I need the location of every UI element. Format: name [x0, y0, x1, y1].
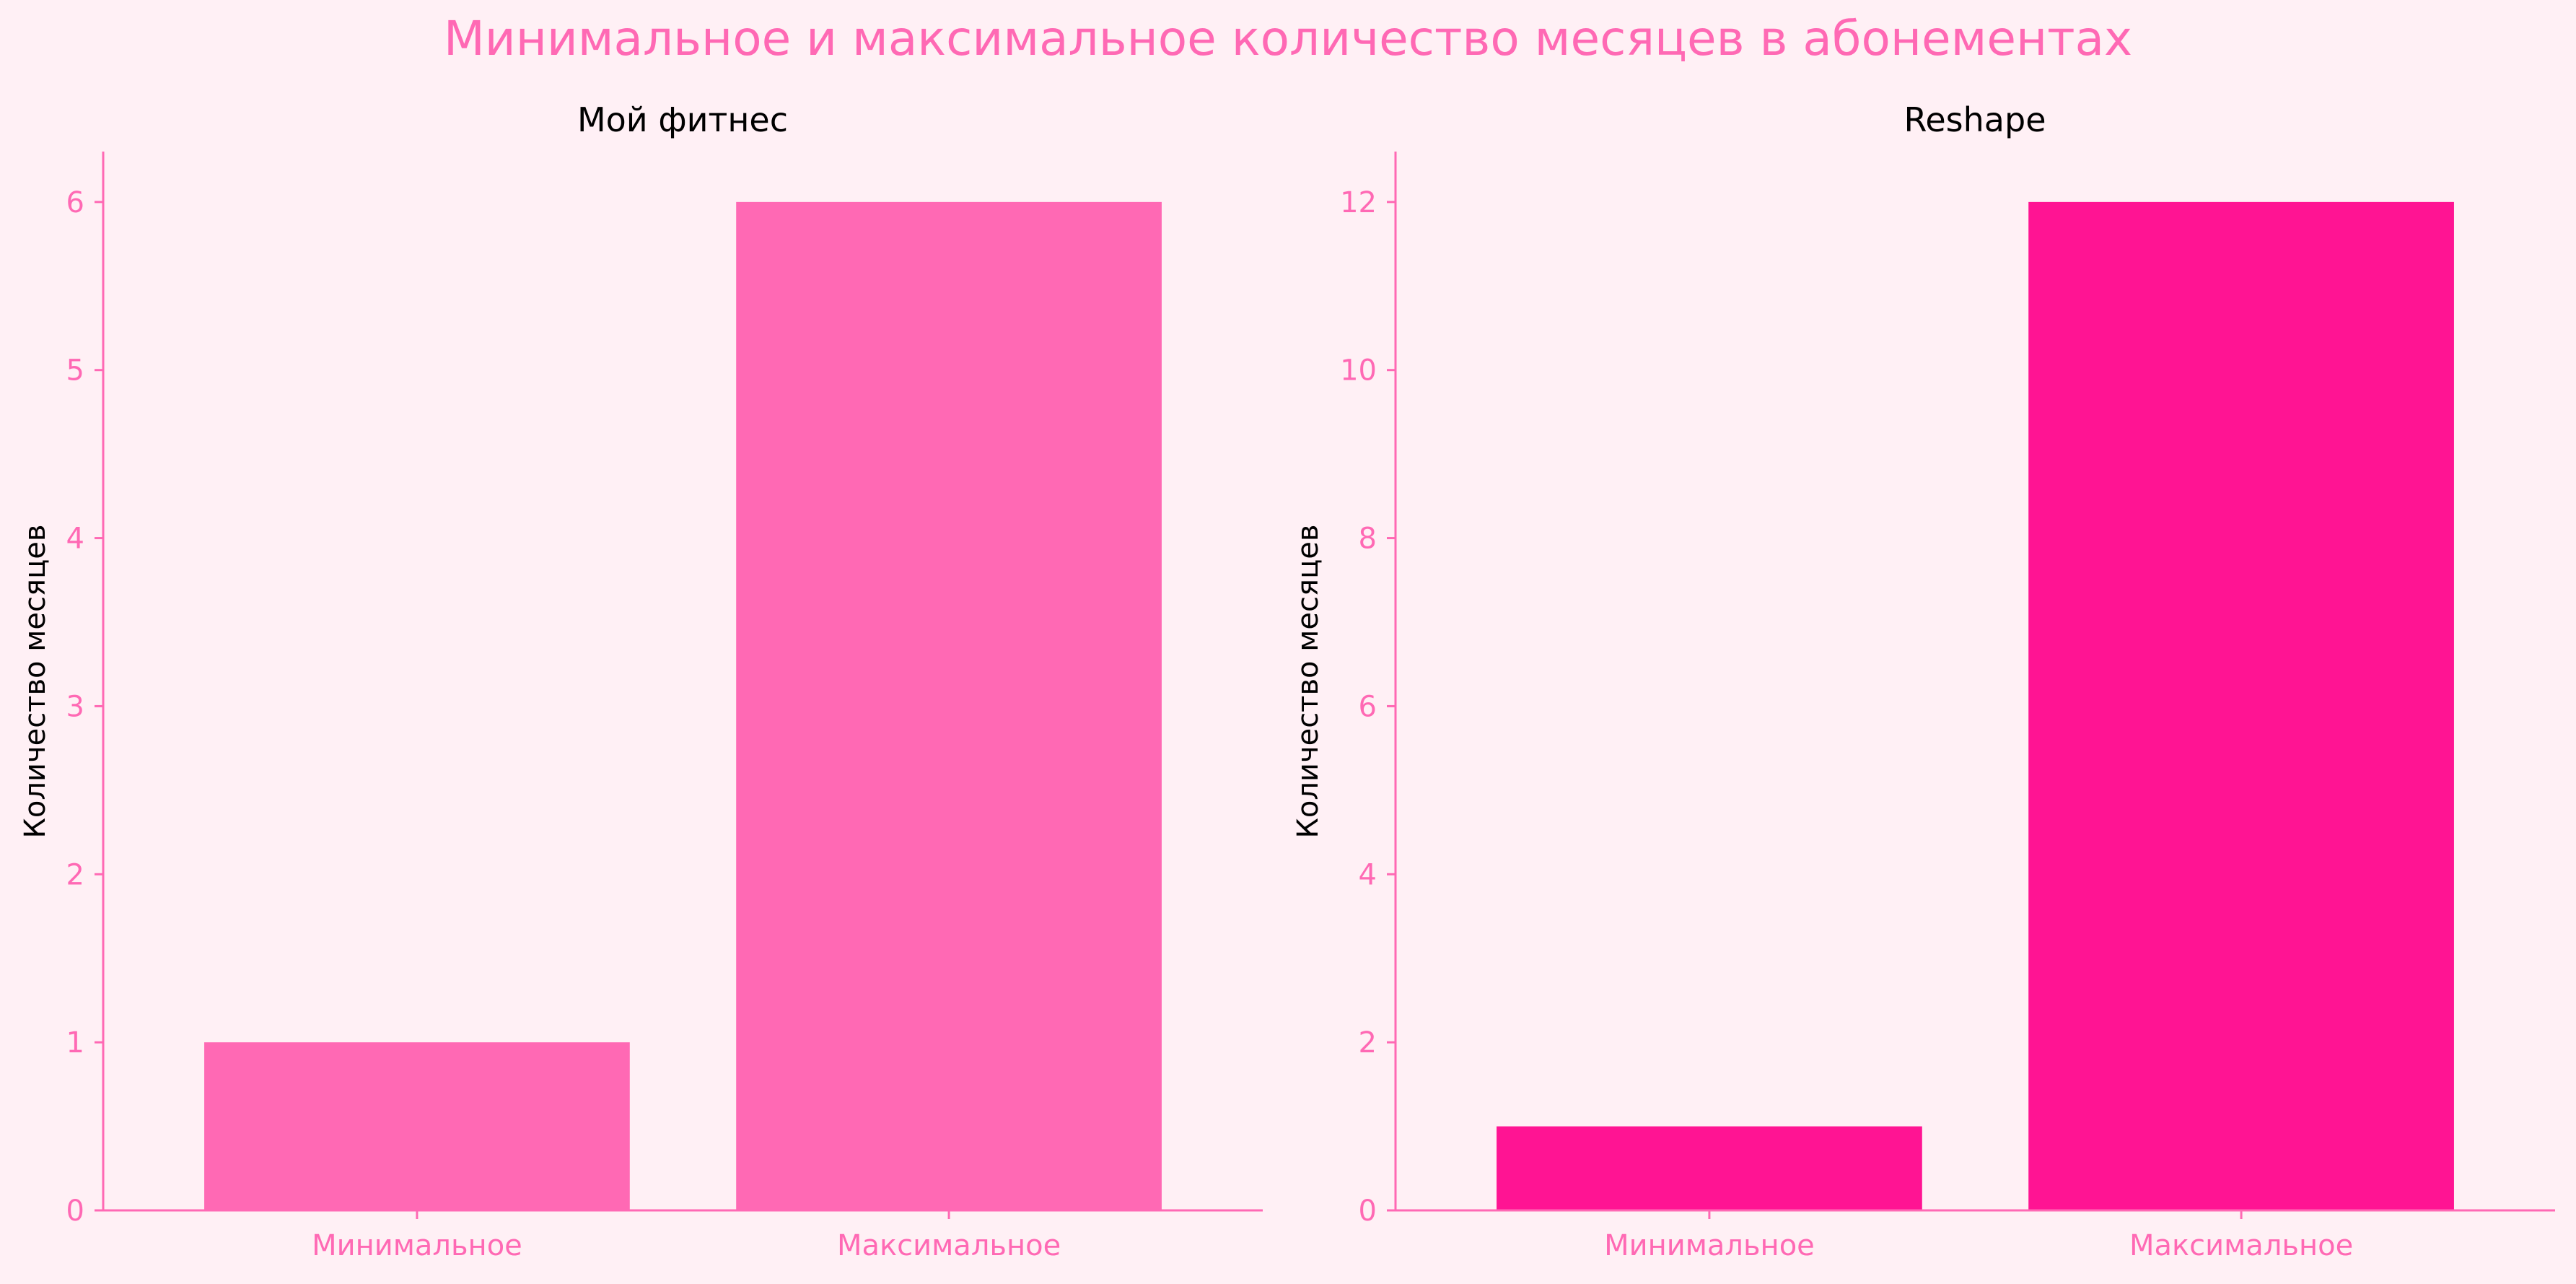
y-tick-label: 4 — [66, 523, 84, 556]
y-tick-label: 8 — [1359, 523, 1377, 556]
x-tick-label: Максимальное — [837, 1229, 1061, 1262]
y-tick-label: 3 — [66, 690, 84, 723]
chart-panel-my-fitness: Мой фитнес Количество месяцев 0 1 2 3 4 5 6 Мин… — [19, 100, 1263, 1262]
y-tick-label: 5 — [66, 354, 84, 388]
y-tick-label: 6 — [66, 186, 84, 219]
chart-title: Мой фитнес — [577, 100, 788, 139]
y-tick-label: 2 — [1359, 1026, 1377, 1060]
y-tick-label: 1 — [66, 1026, 84, 1060]
y-tick-label: 0 — [66, 1195, 84, 1228]
chart-title: Reshape — [1903, 100, 2046, 139]
y-axis-label: Количество месяцев — [19, 525, 52, 839]
bar-maximum — [736, 201, 1162, 1210]
chart-panel-reshape: Reshape Количество месяцев 0 2 4 6 8 10 12 Мини… — [1292, 100, 2555, 1262]
bar-minimum — [1497, 1126, 1922, 1210]
y-tick-label: 6 — [1359, 690, 1377, 723]
y-axis-label: Количество месяцев — [1292, 525, 1325, 839]
bar-minimum — [204, 1042, 630, 1210]
x-tick-label: Максимальное — [2129, 1229, 2353, 1262]
y-tick-label: 10 — [1340, 354, 1377, 388]
figure-title: Минимальное и максимальное количество ме… — [444, 11, 2132, 66]
bar-maximum — [2028, 201, 2454, 1210]
y-tick-label: 0 — [1359, 1195, 1377, 1228]
x-tick-label: Минимальное — [1604, 1229, 1815, 1262]
y-tick-label: 12 — [1340, 186, 1377, 219]
x-tick-label: Минимальное — [312, 1229, 522, 1262]
y-tick-label: 4 — [1359, 858, 1377, 891]
y-tick-label: 2 — [66, 858, 84, 891]
